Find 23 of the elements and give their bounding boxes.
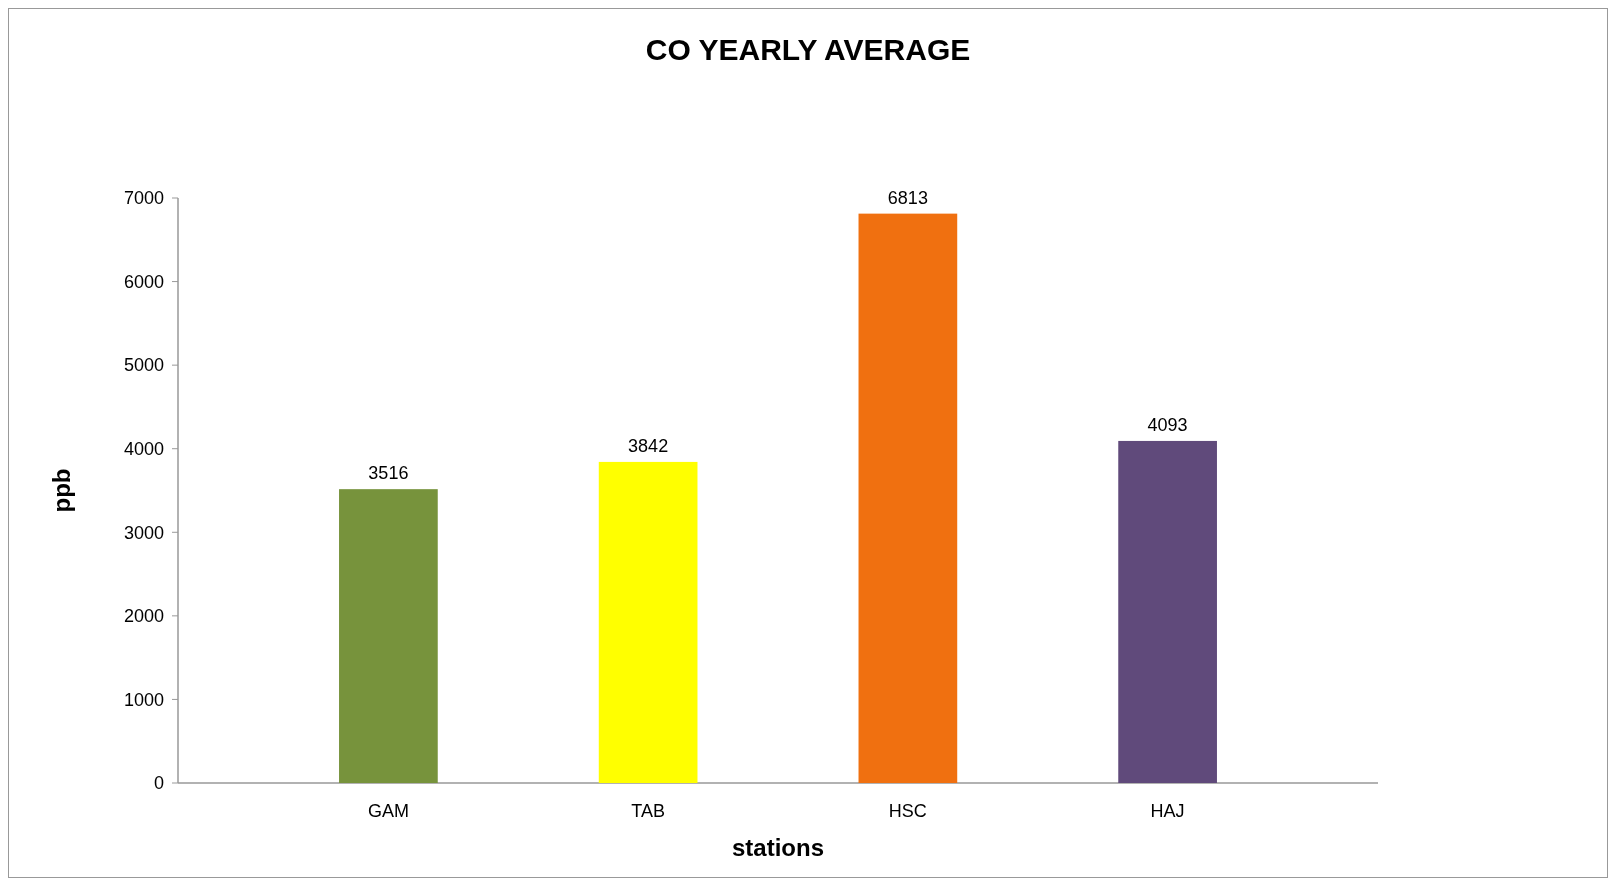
bar [1118,440,1217,783]
data-label: 3842 [628,435,669,456]
y-tick-label: 0 [153,773,164,794]
bar [339,489,438,783]
x-tick-label: TAB [631,801,665,821]
y-tick-label: 4000 [123,439,164,460]
y-tick-label: 3000 [123,522,164,543]
x-axis-title: stations [731,834,825,861]
y-tick-label: 6000 [123,271,164,292]
y-tick-label: 2000 [123,606,164,627]
bar [598,461,698,783]
x-tick-label: GAM [367,801,409,821]
y-tick-label: 1000 [123,689,164,710]
data-label: 6813 [887,187,928,208]
y-axis-title: ppb [48,468,75,513]
y-tick-label: 5000 [123,355,164,376]
x-tick-label: HSC [888,801,927,821]
y-tick-label: 7000 [123,188,164,209]
data-label: 3516 [368,463,409,484]
data-label: 4093 [1147,414,1188,435]
x-tick-label: HAJ [1150,801,1185,821]
bar [858,213,958,783]
chart-title: CO YEARLY AVERAGE [645,33,971,66]
